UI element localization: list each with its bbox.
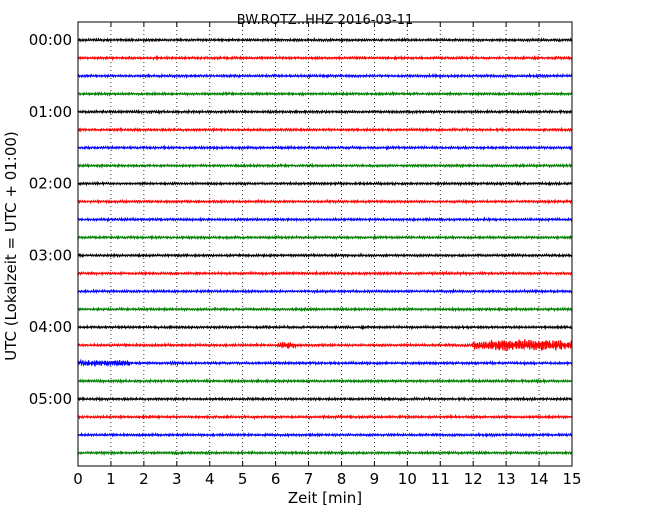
plot-frame <box>77 21 573 467</box>
trace-line-0445 <box>77 377 573 385</box>
y-tick-label: 00:00 <box>29 31 72 49</box>
x-tick-label: 8 <box>337 470 347 488</box>
trace-line-0215 <box>77 198 573 205</box>
trace-line-0230 <box>77 216 573 223</box>
x-tick-label: 5 <box>238 470 248 488</box>
axis-ticks: 0 1 2 3 4 5 6 7 8 9 10 11 12 13 14 1500:0001:0002:0003:… <box>29 22 582 488</box>
y-tick-label: 04:00 <box>29 318 72 336</box>
x-tick-label: 6 <box>271 470 281 488</box>
x-tick-label: 10 <box>398 470 417 488</box>
x-tick-label: 13 <box>497 470 516 488</box>
y-tick-label: 05:00 <box>29 390 72 408</box>
trace-line-0015 <box>77 54 573 62</box>
trace-line-0000 <box>77 37 573 43</box>
y-axis-label: UTC (Lokalzeit = UTC + 01:00) <box>2 131 20 361</box>
trace-line-0300 <box>77 252 573 259</box>
x-tick-label: 14 <box>530 470 549 488</box>
trace-line-0545 <box>77 449 573 457</box>
trace-line-0115 <box>77 126 573 133</box>
trace-line-0400 <box>77 324 573 331</box>
trace-line-0330 <box>77 288 573 295</box>
trace-line-0200 <box>77 180 573 187</box>
trace-line-0430 <box>77 358 573 367</box>
trace-line-0245 <box>77 234 573 241</box>
x-tick-label: 11 <box>431 470 450 488</box>
trace-line-0030 <box>77 72 573 79</box>
y-tick-label: 03:00 <box>29 246 72 264</box>
x-tick-label: 0 <box>73 470 83 488</box>
x-axis-label: Zeit [min] <box>288 489 362 507</box>
x-tick-label: 3 <box>172 470 182 488</box>
x-tick-label: 9 <box>370 470 380 488</box>
trace-line-0145 <box>77 162 573 169</box>
trace-line-0515 <box>77 413 573 421</box>
trace-line-0530 <box>77 431 573 438</box>
trace-line-0130 <box>77 144 573 151</box>
x-tick-label: 1 <box>106 470 116 488</box>
trace-line-0315 <box>77 270 573 277</box>
x-tick-label: 4 <box>205 470 215 488</box>
trace-line-0415 <box>77 339 573 351</box>
trace-line-0345 <box>77 306 573 313</box>
seismic-traces <box>77 37 573 457</box>
chart-title: BW.ROTZ..HHZ 2016-03-11 <box>237 13 413 28</box>
x-tick-label: 15 <box>562 470 581 488</box>
trace-line-0100 <box>77 108 573 115</box>
x-tick-label: 2 <box>139 470 149 488</box>
y-tick-label: 01:00 <box>29 103 72 121</box>
x-tick-label: 7 <box>304 470 314 488</box>
trace-line-0500 <box>77 395 573 403</box>
trace-line-0045 <box>77 90 573 97</box>
x-tick-label: 12 <box>464 470 483 488</box>
y-tick-label: 02:00 <box>29 175 72 193</box>
